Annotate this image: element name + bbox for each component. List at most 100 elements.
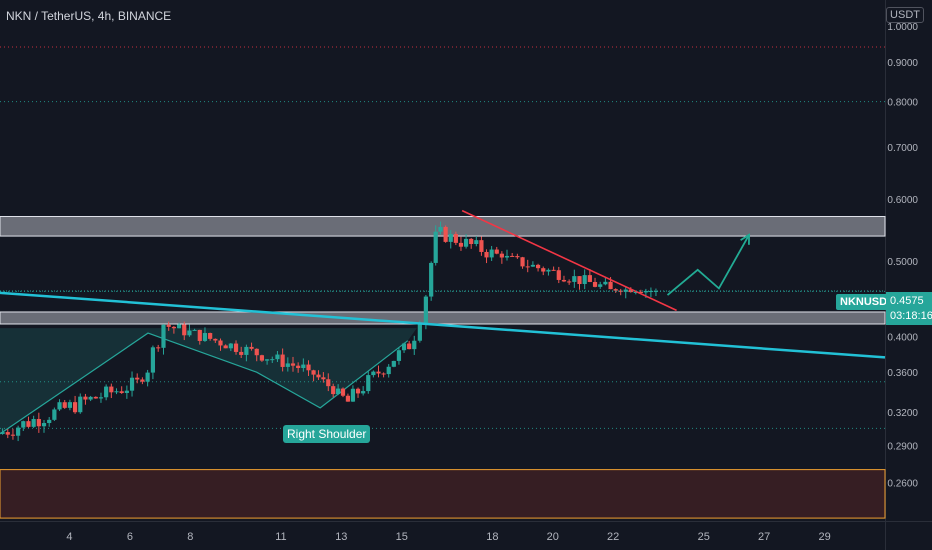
candle-body-121 [623, 289, 628, 292]
candle-body-62 [321, 377, 326, 380]
candle-body-4 [21, 421, 26, 428]
pattern-fill [0, 328, 417, 434]
candle-body-126 [648, 290, 654, 292]
candle-body-75 [386, 366, 391, 375]
zone-0 [0, 215, 886, 237]
candle-body-82 [423, 296, 428, 325]
last-price-value: 0.4575 [890, 295, 924, 307]
candle-body-68 [350, 388, 356, 402]
candle-body-40 [208, 333, 213, 339]
candle-body-118 [608, 281, 613, 290]
candle-body-127 [653, 290, 659, 292]
candle-body-25 [129, 377, 135, 391]
candle-body-21 [109, 386, 114, 393]
candle-body-70 [361, 391, 366, 394]
zone-1 [0, 311, 886, 325]
candle-body-15 [78, 396, 83, 413]
candle-body-19 [98, 397, 104, 399]
x-tick-label-10: 27 [758, 531, 770, 543]
y-tick-label-8: 0.3200 [887, 408, 918, 419]
candle-body-109 [561, 279, 567, 282]
candle-body-53 [275, 354, 280, 360]
candle-body-8 [41, 423, 47, 427]
candle-body-45 [233, 343, 239, 352]
y-tick-label-4: 0.6000 [887, 195, 918, 206]
descending-resistance-line [461, 209, 677, 312]
x-tick-label-2: 8 [187, 531, 193, 543]
candle-body-123 [633, 292, 638, 294]
candle-body-61 [316, 374, 321, 378]
candle-body-30 [156, 347, 161, 349]
candle-body-94 [484, 251, 489, 258]
candle-body-66 [340, 388, 346, 396]
candle-body-22 [114, 391, 119, 393]
candle-body-58 [301, 364, 306, 368]
candle-body-1 [5, 432, 10, 435]
zone-2 [0, 469, 886, 519]
x-tick-label-9: 25 [698, 531, 710, 543]
candle-body-89 [458, 242, 464, 247]
candle-body-83 [429, 262, 434, 297]
candle-body-14 [72, 402, 78, 413]
y-tick-label-7: 0.3600 [887, 368, 918, 379]
candle-body-116 [598, 284, 603, 287]
candle-body-55 [285, 363, 290, 367]
candle-body-12 [62, 402, 67, 408]
candle-body-5 [26, 421, 31, 427]
candle-body-17 [88, 396, 93, 400]
price-currency-label[interactable]: USDT [886, 7, 924, 23]
candle-body-111 [572, 276, 577, 282]
x-tick-label-7: 20 [547, 531, 559, 543]
candle-body-78 [401, 343, 407, 351]
last-price-tag: 0.4575 03:18:16 [886, 292, 932, 325]
y-tick-label-2: 0.8000 [887, 98, 918, 109]
candle-body-102 [525, 266, 530, 268]
y-tick-label-9: 0.2900 [887, 441, 918, 452]
candle-body-64 [331, 386, 336, 395]
x-tick-label-3: 11 [275, 531, 286, 543]
candle-body-81 [417, 324, 422, 341]
candle-body-106 [546, 269, 551, 272]
candle-body-87 [448, 234, 453, 242]
candle-body-26 [135, 377, 140, 380]
candle-body-32 [166, 324, 171, 327]
candle-countdown: 03:18:16 [890, 310, 932, 322]
candle-body-110 [567, 281, 572, 283]
candle-body-100 [515, 256, 520, 258]
candle-body-105 [541, 268, 546, 272]
candle-body-107 [551, 269, 556, 271]
candle-body-77 [396, 350, 402, 361]
y-tick-label-0: 1.0000 [887, 22, 918, 33]
candle-body-69 [355, 388, 361, 394]
candle-body-74 [381, 373, 386, 375]
right-shoulder-label[interactable]: Right Shoulder [283, 425, 371, 443]
candle-body-96 [494, 249, 499, 254]
candle-body-2 [10, 434, 16, 436]
y-tick-label-10: 0.2600 [887, 478, 918, 489]
candle-body-80 [412, 340, 417, 350]
candle-body-97 [499, 253, 504, 258]
candle-body-113 [582, 275, 587, 285]
candle-body-56 [290, 363, 296, 366]
candle-body-48 [249, 346, 254, 349]
x-tick-label-5: 15 [396, 531, 408, 543]
x-tick-label-4: 13 [335, 531, 347, 543]
x-tick-label-6: 18 [486, 531, 498, 543]
candle-body-44 [228, 343, 233, 349]
candle-body-36 [187, 330, 192, 336]
x-tick-label-1: 6 [127, 531, 133, 543]
x-tick-label-11: 29 [818, 531, 830, 543]
candle-body-47 [244, 346, 249, 355]
y-tick-label-5: 0.5000 [887, 257, 918, 268]
candle-body-103 [530, 264, 535, 267]
candle-body-65 [336, 388, 341, 395]
candle-body-108 [556, 270, 561, 280]
symbol-tag: NKNUSDT [836, 294, 898, 310]
candle-body-27 [140, 379, 145, 382]
candle-body-42 [218, 340, 223, 346]
candle-body-60 [311, 370, 316, 375]
candle-body-99 [510, 255, 515, 257]
candle-body-112 [577, 276, 582, 285]
candle-body-18 [93, 396, 98, 399]
